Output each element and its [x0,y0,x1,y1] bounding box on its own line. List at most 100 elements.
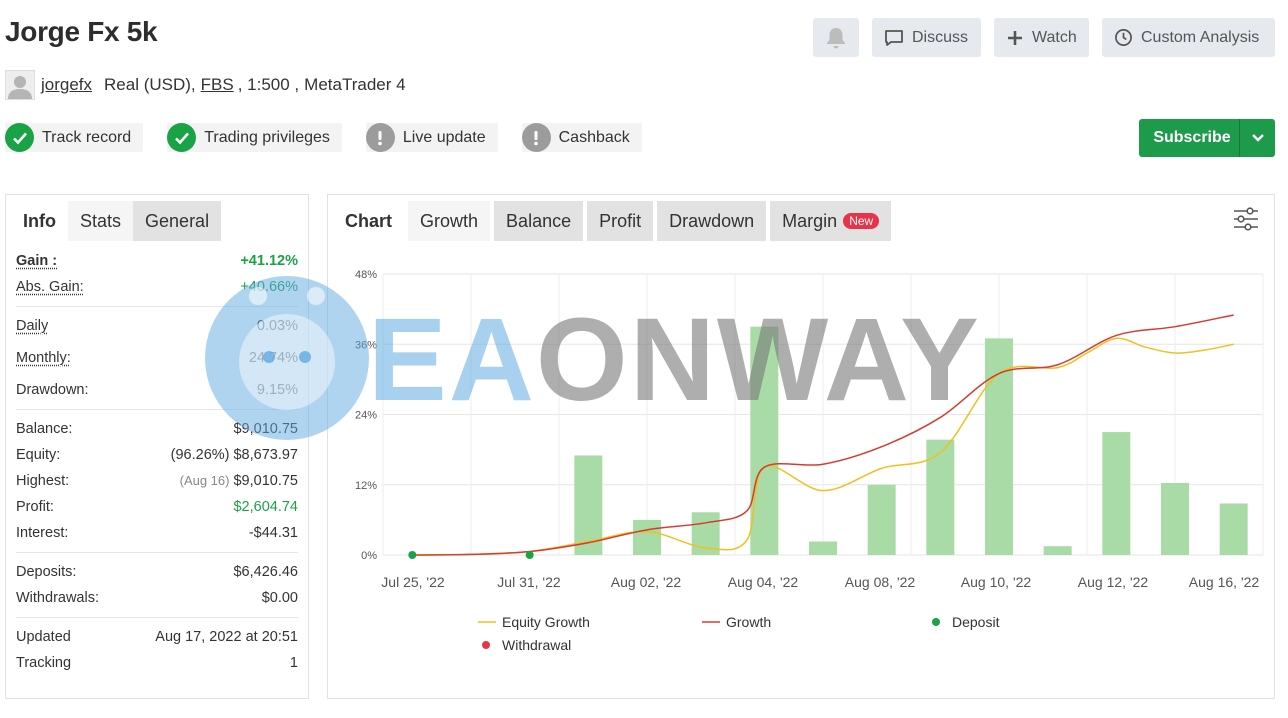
subscribe-button[interactable]: Subscribe [1139,119,1275,157]
deposits-value: $6,426.46 [233,564,298,580]
growth-bar [750,326,779,555]
growth-bar [926,439,955,555]
watch-button[interactable]: Watch [994,18,1089,57]
clock-icon [1115,29,1132,46]
tab-margin-label: Margin [782,210,838,231]
withdrawals-value: $0.00 [261,590,298,606]
badge-label: Track record [42,128,132,146]
x-tick-label: Aug 12, '22 [1078,574,1149,590]
interest-value: -$44.31 [248,525,298,541]
tab-margin[interactable]: Margin New [770,201,892,241]
username-link[interactable]: jorgefx [41,75,93,94]
custom-analysis-label: Custom Analysis [1141,28,1260,46]
check-icon [5,123,34,152]
growth-bar [1219,503,1248,555]
growth-bar [1161,482,1189,555]
discuss-button[interactable]: Discuss [872,18,981,57]
x-tick-label: Aug 08, '22 [845,574,916,590]
avatar[interactable] [5,70,35,100]
legend-label: Withdrawal [502,637,571,653]
x-tick-label: Jul 25, '22 [381,574,445,590]
broker-link[interactable]: FBS [200,75,234,94]
badge-live-update: Live update [365,123,498,152]
tracking-value: 1 [289,655,298,671]
growth-bar [574,455,603,555]
equity-value: (96.26%) $8,673.97 [171,447,298,463]
growth-bar [867,484,896,555]
badge-label: Live update [402,128,486,146]
x-tick-label: Aug 16, '22 [1189,574,1260,590]
legend-label: Growth [726,614,771,630]
monthly-label[interactable]: Monthly: [16,350,71,366]
deposit-point [408,551,417,559]
tab-balance[interactable]: Balance [494,201,584,241]
badge-cashback: Cashback [521,123,642,152]
tab-general[interactable]: General [133,201,222,241]
growth-bar [1102,432,1131,555]
gain-label[interactable]: Gain : [16,253,58,269]
y-tick-label: 48% [355,269,377,281]
chart-settings-button[interactable] [1233,207,1259,236]
tab-drawdown[interactable]: Drawdown [657,201,767,241]
drawdown-label: Drawdown: [16,382,89,398]
verification-badges: Track record Trading privileges Live upd… [5,123,642,152]
equity-amount: $8,673.97 [233,447,298,463]
discuss-label: Discuss [912,28,969,46]
check-icon [167,123,197,152]
chevron-down-icon[interactable] [1239,119,1275,157]
comment-icon [885,29,903,46]
custom-analysis-button[interactable]: Custom Analysis [1102,18,1275,57]
chart-panel: Chart Growth Balance Profit Drawdown Mar… [327,194,1275,699]
interest-label: Interest: [16,525,69,541]
notification-button[interactable] [813,18,859,57]
legend-swatch [932,618,940,626]
legend-label: Deposit [952,614,1000,630]
x-tick-label: Jul 31, '22 [497,574,561,590]
growth-bar [633,519,661,555]
platform: MetaTrader 4 [304,75,406,94]
legend-swatch [482,641,490,649]
chart-tabs: Chart Growth Balance Profit Drawdown Mar… [328,195,1274,242]
stats-tabs: Info Stats General [6,195,308,242]
badge-label: Cashback [558,128,630,146]
gain-value: +41.12% [240,253,298,269]
page-title: Jorge Fx 5k [5,16,158,47]
tab-info[interactable]: Info [23,210,56,231]
tab-stats[interactable]: Stats [68,201,134,241]
user-icon [8,76,32,99]
exclamation-icon [521,123,551,152]
watch-label: Watch [1032,28,1077,46]
profit-value: $2,604.74 [233,499,298,515]
bell-icon [827,27,845,48]
badge-track-record: Track record [5,123,144,152]
sliders-icon [1234,207,1258,231]
deposits-label: Deposits: [16,564,77,580]
tab-chart[interactable]: Chart [345,210,393,231]
growth-bar [1043,546,1072,555]
account-info: jorgefx Real (USD), FBS , 1:500 , MetaTr… [5,70,406,100]
daily-label[interactable]: Daily [16,318,49,334]
equity-pct: (96.26%) [170,447,230,463]
growth-bar [985,338,1013,555]
y-tick-label: 0% [361,550,377,562]
tab-growth[interactable]: Growth [408,201,491,241]
y-tick-label: 12% [355,480,377,492]
tracking-label: Tracking [16,655,72,671]
equity-label: Equity: [16,447,61,463]
abs-gain-label[interactable]: Abs. Gain: [16,279,84,295]
exclamation-icon [365,123,395,152]
equity-growth-line [412,337,1234,556]
new-badge: New [843,213,880,229]
highest-value: (Aug 16) $9,010.75 [180,473,298,489]
y-tick-label: 24% [355,410,377,422]
account-type: Real (USD), [104,75,196,94]
updated-value: Aug 17, 2022 at 20:51 [155,629,298,645]
updated-label: Updated [16,629,71,645]
x-tick-label: Aug 02, '22 [611,574,682,590]
tab-profit[interactable]: Profit [587,201,654,241]
subscribe-label: Subscribe [1153,129,1231,146]
x-tick-label: Aug 10, '22 [961,574,1032,590]
highest-label: Highest: [16,473,70,489]
balance-label: Balance: [16,421,73,437]
